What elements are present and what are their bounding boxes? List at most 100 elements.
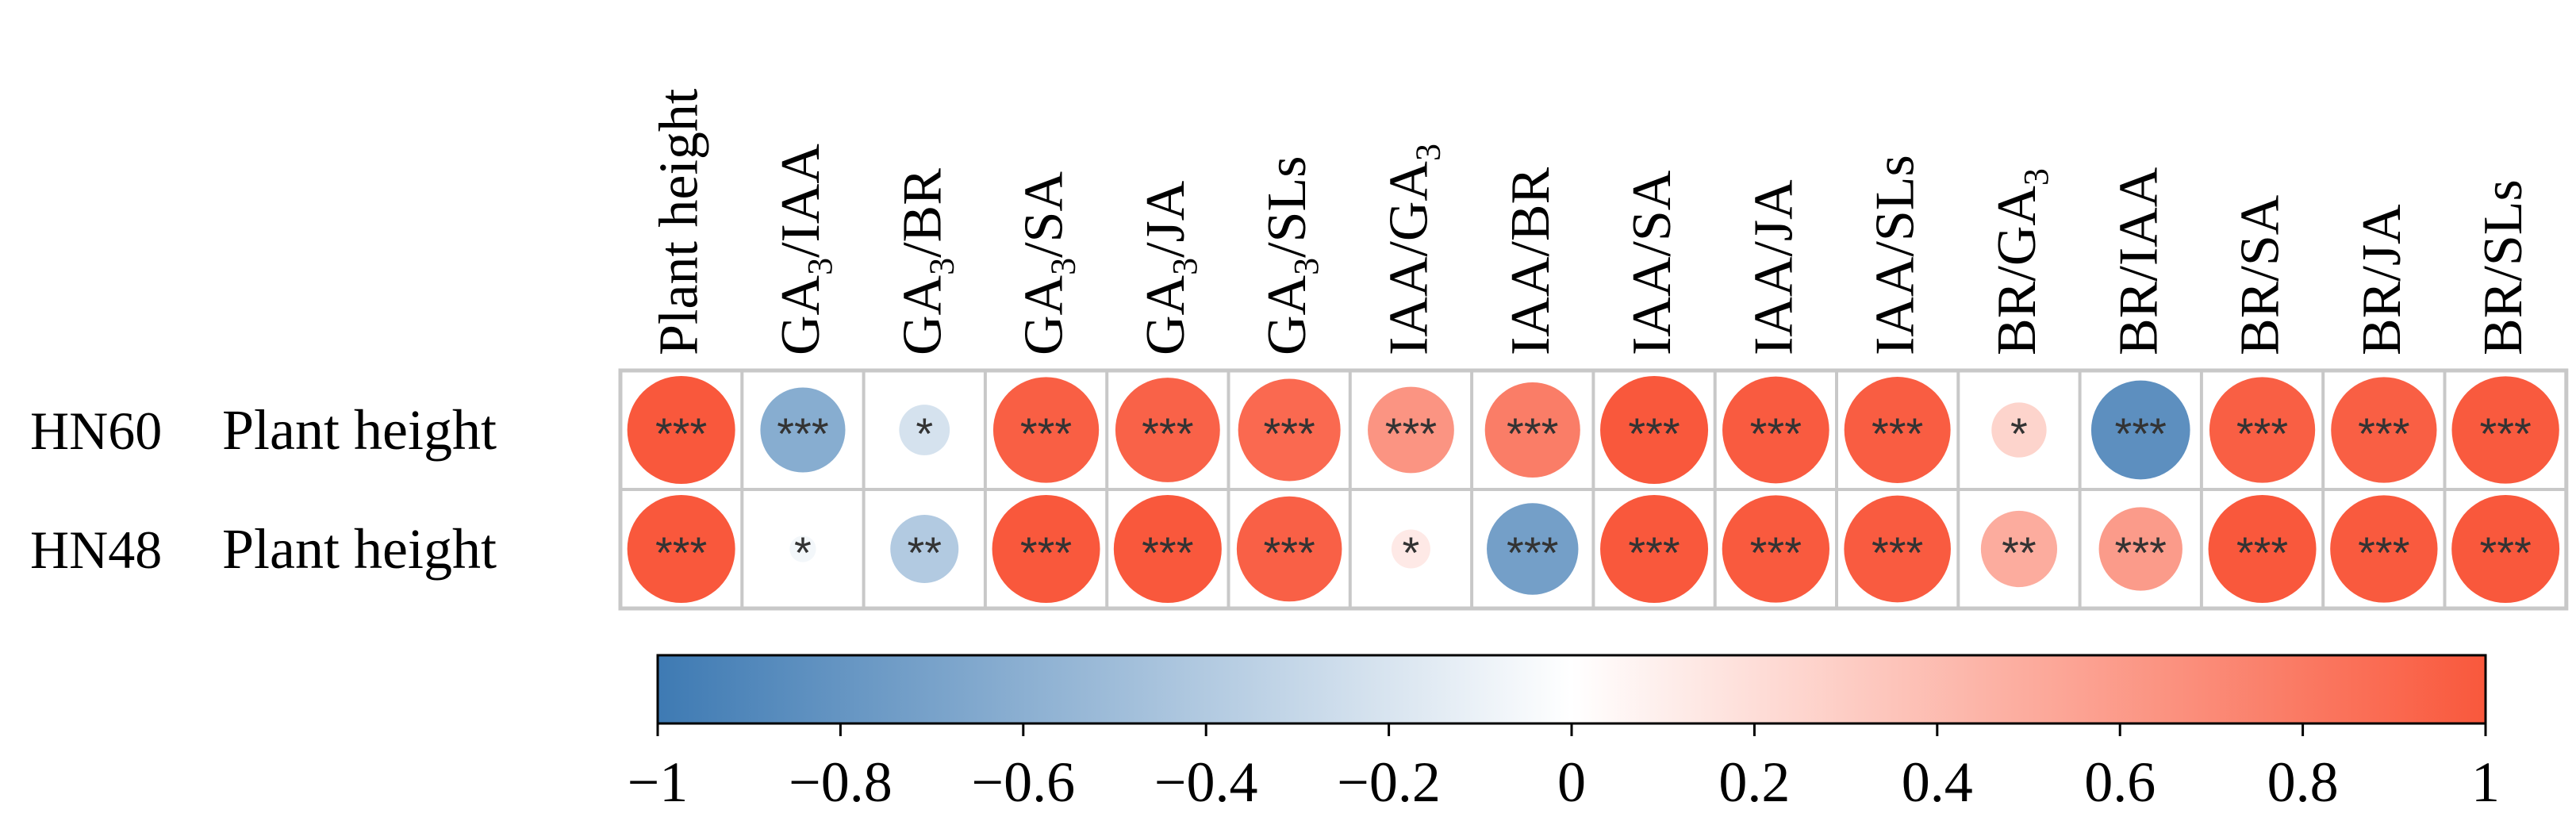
correlation-circle <box>1980 510 2058 588</box>
colorbar-tick-label: −0.8 <box>789 750 893 814</box>
row-labels: HN60 Plant height HN48 Plant height <box>30 398 497 581</box>
correlation-circle <box>789 535 816 562</box>
column-label: GA3/IAA <box>770 144 839 355</box>
colorbar-tick-label: 0 <box>1557 750 1586 814</box>
column-label: BR/GA3 <box>1987 168 2056 355</box>
heatmap-cells: *** *** * *** *** *** *** *** *** *** *** * *** *** **… <box>618 368 2569 611</box>
correlation-circle <box>1484 382 1580 478</box>
correlation-circle <box>627 495 735 603</box>
significance-label: *** <box>1507 528 1558 578</box>
significance-label: * <box>1403 528 1420 578</box>
correlation-circle <box>2208 495 2317 603</box>
significance-label: * <box>916 409 933 459</box>
correlation-circle <box>1113 495 1222 603</box>
correlation-circle <box>1238 378 1341 482</box>
correlation-circle <box>1600 495 1709 603</box>
significance-label: *** <box>1628 409 1680 459</box>
colorbar-tick-label: 0.6 <box>2084 750 2156 814</box>
correlation-circle <box>2209 377 2316 483</box>
significance-label: *** <box>1628 528 1680 578</box>
significance-label: *** <box>1020 528 1072 578</box>
correlation-circle <box>2090 380 2190 480</box>
significance-label: *** <box>2115 409 2167 459</box>
significance-label: * <box>794 528 812 578</box>
significance-label: *** <box>1142 528 1193 578</box>
correlation-circle <box>2451 376 2559 484</box>
correlation-circle <box>1722 495 1830 603</box>
colorbar-tick-label: −0.6 <box>971 750 1075 814</box>
significance-label: *** <box>1507 409 1558 459</box>
significance-label: *** <box>655 409 707 459</box>
significance-label: ** <box>2002 528 2037 578</box>
column-label: IAA/JA <box>1743 179 1804 355</box>
correlation-circle <box>992 377 1100 483</box>
row-variable-label: Plant height <box>222 517 497 581</box>
significance-label: *** <box>1750 409 1802 459</box>
column-labels: Plant height GA3/IAA GA3/BR GA3/SA GA3/JA GA3… <box>649 88 2534 356</box>
significance-label: *** <box>2479 409 2531 459</box>
correlation-circle <box>1722 376 1829 484</box>
colorbar-tick-label: 0.4 <box>1902 750 1973 814</box>
significance-label: *** <box>1872 528 1923 578</box>
colorbar-tick-label: 1 <box>2471 750 2500 814</box>
significance-label: *** <box>2358 528 2409 578</box>
correlation-circle <box>1991 402 2047 458</box>
colorbar-tick-label: −1 <box>628 750 689 814</box>
significance-label: *** <box>2479 528 2531 578</box>
significance-label: * <box>2010 409 2028 459</box>
column-label: IAA/GA3 <box>1378 144 1447 355</box>
correlation-circle <box>1600 376 1709 484</box>
correlation-circle <box>2331 377 2437 483</box>
column-label: GA3/BR <box>892 168 961 355</box>
significance-label: *** <box>777 409 828 459</box>
significance-label: *** <box>655 528 707 578</box>
colorbar-tick-label: −0.4 <box>1154 750 1258 814</box>
column-label: Plant height <box>649 88 710 355</box>
colorbar-tick-label: −0.2 <box>1337 750 1441 814</box>
correlation-circle <box>1115 378 1220 482</box>
colorbar-ticks: −1 −0.8 −0.6 −0.4 −0.2 0 0.2 0.4 0.6 0.8 1 <box>628 723 2500 814</box>
colorbar-tick-label: 0.2 <box>1718 750 1790 814</box>
significance-label: *** <box>1020 409 1072 459</box>
row-group-label: HN48 <box>30 520 162 580</box>
column-label: GA3/JA <box>1135 180 1204 355</box>
row-variable-label: Plant height <box>222 398 497 462</box>
significance-label: *** <box>2236 409 2288 459</box>
significance-label: *** <box>1263 409 1315 459</box>
correlation-circle <box>992 495 1100 603</box>
correlation-circle <box>2451 495 2560 603</box>
correlation-circle <box>2330 495 2438 603</box>
correlation-circle <box>1391 529 1430 569</box>
correlation-circle <box>899 405 950 455</box>
correlation-circle <box>1368 386 1454 474</box>
colorbar <box>656 654 2487 725</box>
colorbar-gradient <box>656 654 2487 725</box>
correlation-circle <box>1844 495 1951 603</box>
column-label: BR/SA <box>2230 194 2291 355</box>
significance-label: *** <box>2236 528 2288 578</box>
column-label: BR/JA <box>2351 204 2413 355</box>
correlation-circle <box>1844 377 1951 483</box>
column-label: GA3/SLs <box>1257 156 1326 356</box>
column-label: BR/SLs <box>2473 179 2534 355</box>
colorbar-tick-label: 0.8 <box>2267 750 2339 814</box>
significance-label: *** <box>1385 409 1437 459</box>
significance-label: *** <box>1750 528 1802 578</box>
significance-label: *** <box>1872 409 1923 459</box>
correlation-circle <box>2098 507 2182 591</box>
significance-label: *** <box>2115 528 2167 578</box>
correlation-circle <box>1487 503 1579 595</box>
column-label: IAA/BR <box>1500 167 1561 355</box>
significance-label: *** <box>1263 528 1315 578</box>
significance-label: ** <box>907 528 942 578</box>
row-group-label: HN60 <box>30 401 162 461</box>
correlation-circle <box>1236 496 1342 602</box>
column-label: BR/IAA <box>2108 167 2169 355</box>
significance-label: *** <box>1142 409 1193 459</box>
correlation-circle <box>627 376 735 484</box>
correlation-circle <box>890 514 959 584</box>
column-label: IAA/SA <box>1622 170 1683 355</box>
column-label: GA3/SA <box>1014 171 1083 355</box>
significance-label: *** <box>2358 409 2409 459</box>
